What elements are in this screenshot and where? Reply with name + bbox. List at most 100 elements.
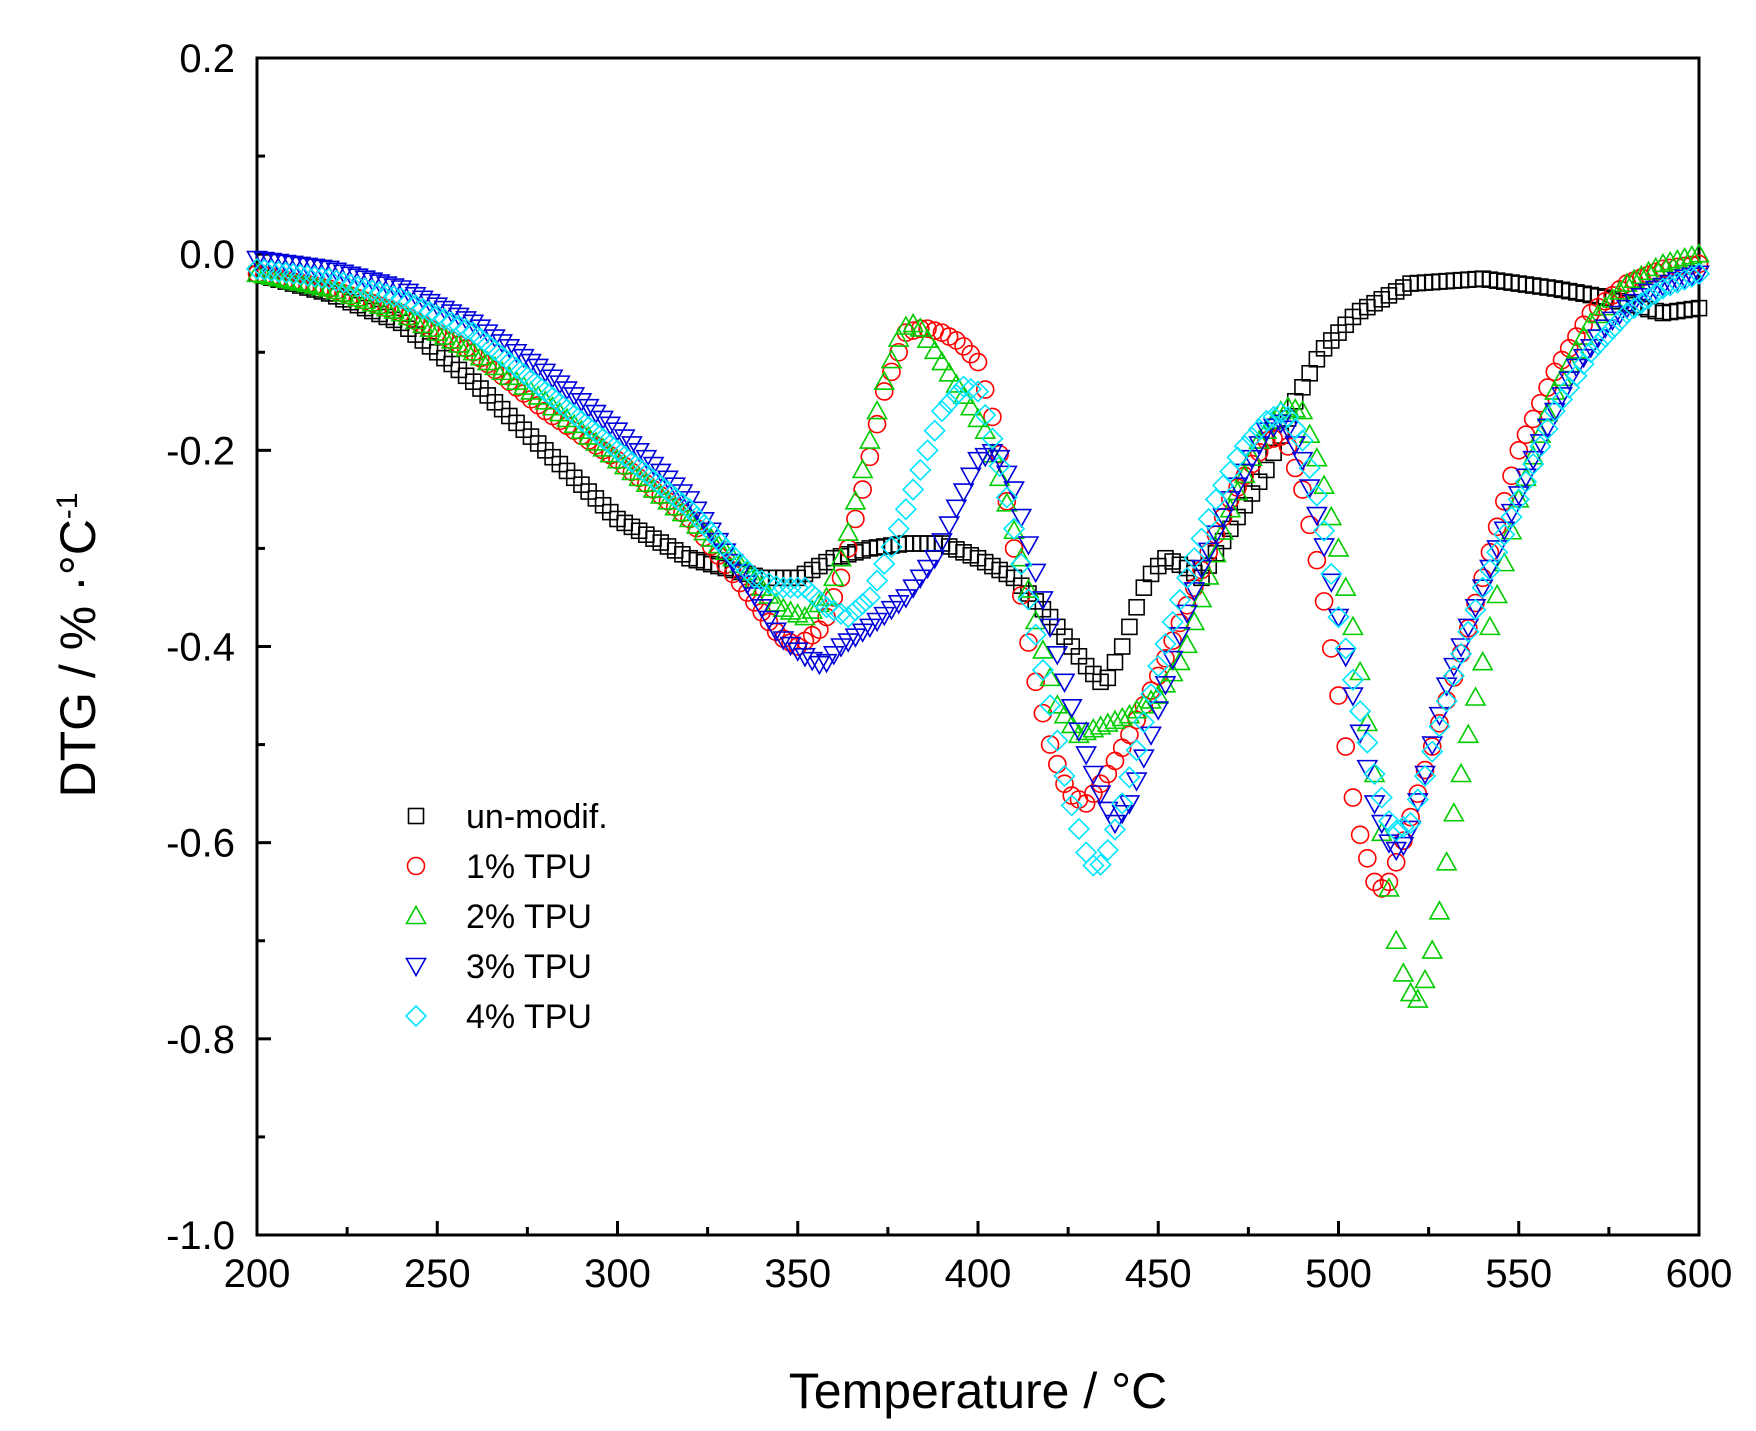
data-point (1688, 265, 1710, 285)
x-tick-label: 250 (404, 1252, 471, 1296)
data-point (831, 568, 851, 588)
data-point (671, 501, 694, 522)
data-point (404, 294, 427, 317)
data-point (1118, 704, 1141, 724)
data-point (1348, 700, 1372, 723)
data-point (246, 250, 268, 271)
data-point (1046, 646, 1069, 666)
data-point (1089, 785, 1112, 805)
data-point (628, 443, 650, 463)
data-point (1551, 387, 1573, 407)
x-tick-label: 200 (224, 1252, 291, 1296)
data-point (1385, 929, 1408, 950)
data-point (1435, 851, 1458, 871)
data-point (1132, 711, 1155, 734)
y-tick-label: 0.2 (179, 37, 235, 81)
data-point (772, 631, 795, 651)
data-point (786, 576, 809, 599)
data-point (1471, 579, 1494, 599)
data-point (721, 553, 744, 574)
data-point (1522, 445, 1545, 465)
data-point (1406, 793, 1429, 813)
x-axis: 200 250 300 350 400 450 500 550 600 (224, 1221, 1732, 1296)
data-point (1125, 772, 1148, 792)
data-point (1680, 267, 1703, 287)
data-point (750, 569, 773, 592)
data-point (1154, 673, 1177, 693)
data-point (534, 363, 557, 384)
data-point (1169, 650, 1191, 671)
data-point (613, 454, 636, 475)
data-point (1183, 582, 1206, 602)
x-tick-label: 500 (1305, 1252, 1372, 1296)
data-point (1255, 419, 1278, 440)
data-point (1168, 588, 1192, 612)
data-point (383, 299, 405, 319)
data-point (1630, 292, 1653, 315)
data-point (1039, 618, 1061, 639)
y-tick-label: -0.4 (166, 626, 235, 670)
data-point (1067, 817, 1091, 841)
data-point (1514, 470, 1538, 493)
data-point (1392, 962, 1415, 982)
data-point (1500, 520, 1523, 540)
data-point (274, 261, 297, 284)
data-point (1442, 657, 1465, 678)
data-point (1615, 301, 1639, 325)
data-point (808, 655, 831, 676)
data-point (1565, 358, 1588, 379)
data-point (758, 610, 780, 631)
data-point (1608, 309, 1631, 332)
data-point (1046, 729, 1069, 752)
data-point (1233, 434, 1256, 458)
data-point (1060, 699, 1083, 719)
data-point (1377, 809, 1401, 833)
data-point (707, 532, 730, 553)
data-point (865, 569, 889, 592)
data-point (1190, 527, 1213, 550)
data-point (1595, 291, 1615, 311)
y-axis-title-superscript: -1 (51, 492, 84, 519)
data-point (1479, 615, 1501, 636)
data-point (1536, 401, 1559, 422)
data-point (1579, 339, 1602, 359)
data-point (1680, 265, 1703, 288)
data-point (1026, 672, 1045, 692)
data-point (1010, 552, 1033, 576)
data-point (462, 314, 485, 334)
data-point (1442, 664, 1465, 688)
data-point (1336, 737, 1356, 756)
data-point (1121, 618, 1138, 636)
data-point (1118, 795, 1141, 815)
data-point (801, 651, 824, 672)
data-point (1358, 849, 1377, 868)
data-point (858, 586, 881, 609)
data-point (592, 437, 614, 457)
data-point (541, 396, 564, 416)
data-point (1089, 853, 1112, 876)
data-point (1378, 877, 1400, 897)
data-point (1365, 872, 1384, 892)
x-axis-title: Temperature / °C (789, 1363, 1167, 1419)
data-point (1341, 668, 1365, 691)
data-point (1342, 615, 1364, 636)
data-point (1515, 468, 1537, 488)
data-point (1536, 417, 1559, 440)
data-point (260, 259, 283, 282)
data-point (1522, 452, 1545, 476)
data-point (563, 413, 586, 434)
data-point (303, 265, 326, 288)
data-point (1219, 460, 1242, 483)
data-point (1522, 450, 1545, 471)
data-point (1413, 764, 1437, 788)
data-point (1240, 426, 1264, 449)
data-point (909, 458, 932, 482)
data-point (325, 269, 348, 292)
data-point (887, 595, 910, 615)
data-point (846, 509, 865, 529)
y-axis: 0.2 0.0 -0.2 -0.4 -0.6 -0.8 -1.0 (166, 37, 271, 1258)
data-point (1529, 435, 1552, 458)
data-point (901, 478, 925, 501)
data-point (995, 465, 1018, 486)
